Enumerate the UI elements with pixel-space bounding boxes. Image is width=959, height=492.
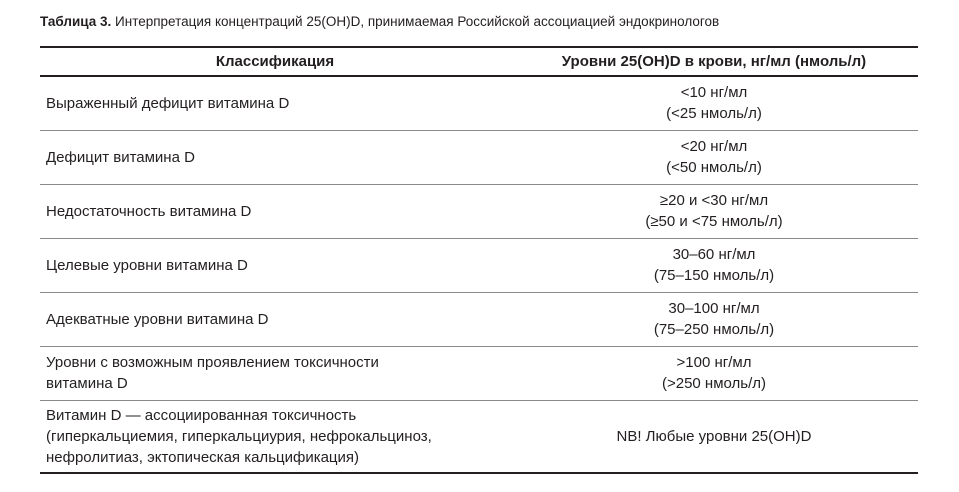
level-cell: ≥20 и <30 нг/мл (≥50 и <75 нмоль/л) (510, 184, 918, 238)
classification-cell-line: (гиперкальциемия, гиперкальциурия, нефро… (46, 427, 432, 445)
level-cell: 30–100 нг/мл (75–250 нмоль/л) (510, 292, 918, 346)
level-cell-line: NB! Любые уровни 25(OH)D (616, 427, 812, 445)
table-row: Витамин D — ассоциированная токсичность (… (40, 400, 918, 473)
level-cell: NB! Любые уровни 25(OH)D (510, 400, 918, 473)
header-levels: Уровни 25(OH)D в крови, нг/мл (нмоль/л) (561, 53, 867, 70)
classification-cell-line: Недостаточность витамина D (46, 202, 252, 220)
level-cell: <20 нг/мл (<50 нмоль/л) (510, 130, 918, 184)
classification-cell-line: Целевые уровни витамина D (46, 256, 248, 274)
level-cell-line: (≥50 и <75 нмоль/л) (645, 213, 783, 230)
classification-cell-line: Уровни с возможным проявлением токсичнос… (46, 354, 379, 371)
level-cell-line: 30–100 нг/мл (668, 300, 760, 317)
classification-cell: Недостаточность витамина D (40, 184, 510, 238)
vitamin-d-table: Классификация Уровни 25(OH)D в крови, нг… (40, 46, 918, 474)
level-cell: 30–60 нг/мл (75–150 нмоль/л) (510, 238, 918, 292)
level-cell-line: (75–250 нмоль/л) (653, 321, 775, 338)
level-cell: >100 нг/мл (>250 нмоль/л) (510, 346, 918, 400)
table-row: Недостаточность витамина D ≥20 и <30 нг/м… (40, 184, 918, 238)
table-row: Выраженный дефицит витамина D <10 нг/мл (<… (40, 76, 918, 130)
caption-label: Таблица 3. (40, 14, 112, 29)
level-cell-line: (75–150 нмоль/л) (653, 267, 775, 284)
classification-cell-line: нефролитиаз, эктопическая кальцификация) (46, 448, 360, 466)
classification-cell: Витамин D — ассоциированная токсичность (… (40, 400, 510, 473)
table-row: Адекватные уровни витамина D 30–100 нг/мл… (40, 292, 918, 346)
classification-cell: Уровни с возможным проявлением токсичнос… (40, 346, 510, 400)
level-cell-line: (<25 нмоль/л) (666, 105, 762, 123)
level-cell-line: (>250 нмоль/л) (661, 375, 767, 392)
classification-cell: Целевые уровни витамина D (40, 238, 510, 292)
header-classification: Классификация (215, 53, 335, 70)
level-cell-line: 30–60 нг/мл (672, 246, 756, 263)
level-cell-line: <10 нг/мл (680, 84, 748, 102)
table-row: Уровни с возможным проявлением токсичнос… (40, 346, 918, 400)
classification-cell-line: витамина D (46, 375, 128, 392)
classification-cell: Выраженный дефицит витамина D (40, 76, 510, 130)
table-row: Дефицит витамина D <20 нг/мл (<50 нмоль/л) (40, 130, 918, 184)
level-cell-line: >100 нг/мл (676, 354, 752, 371)
classification-cell-line: Выраженный дефицит витамина D (46, 94, 290, 112)
table-caption: Таблица 3. Интерпретация концентраций 25… (40, 14, 719, 29)
header-row: Классификация Уровни 25(OH)D в крови, нг… (40, 47, 918, 76)
level-cell-line: ≥20 и <30 нг/мл (659, 192, 769, 209)
classification-cell: Адекватные уровни витамина D (40, 292, 510, 346)
level-cell: <10 нг/мл (<25 нмоль/л) (510, 76, 918, 130)
classification-cell-line: Дефицит витамина D (46, 148, 195, 166)
level-cell-line: (<50 нмоль/л) (666, 159, 762, 176)
classification-cell-line: Витамин D — ассоциированная токсичность (46, 406, 357, 424)
table-row: Целевые уровни витамина D 30–60 нг/мл (75–… (40, 238, 918, 292)
caption-text: Интерпретация концентраций 25(OH)D, прин… (111, 14, 720, 29)
level-cell-line: <20 нг/мл (680, 138, 748, 155)
classification-cell-line: Адекватные уровни витамина D (46, 310, 269, 328)
classification-cell: Дефицит витамина D (40, 130, 510, 184)
